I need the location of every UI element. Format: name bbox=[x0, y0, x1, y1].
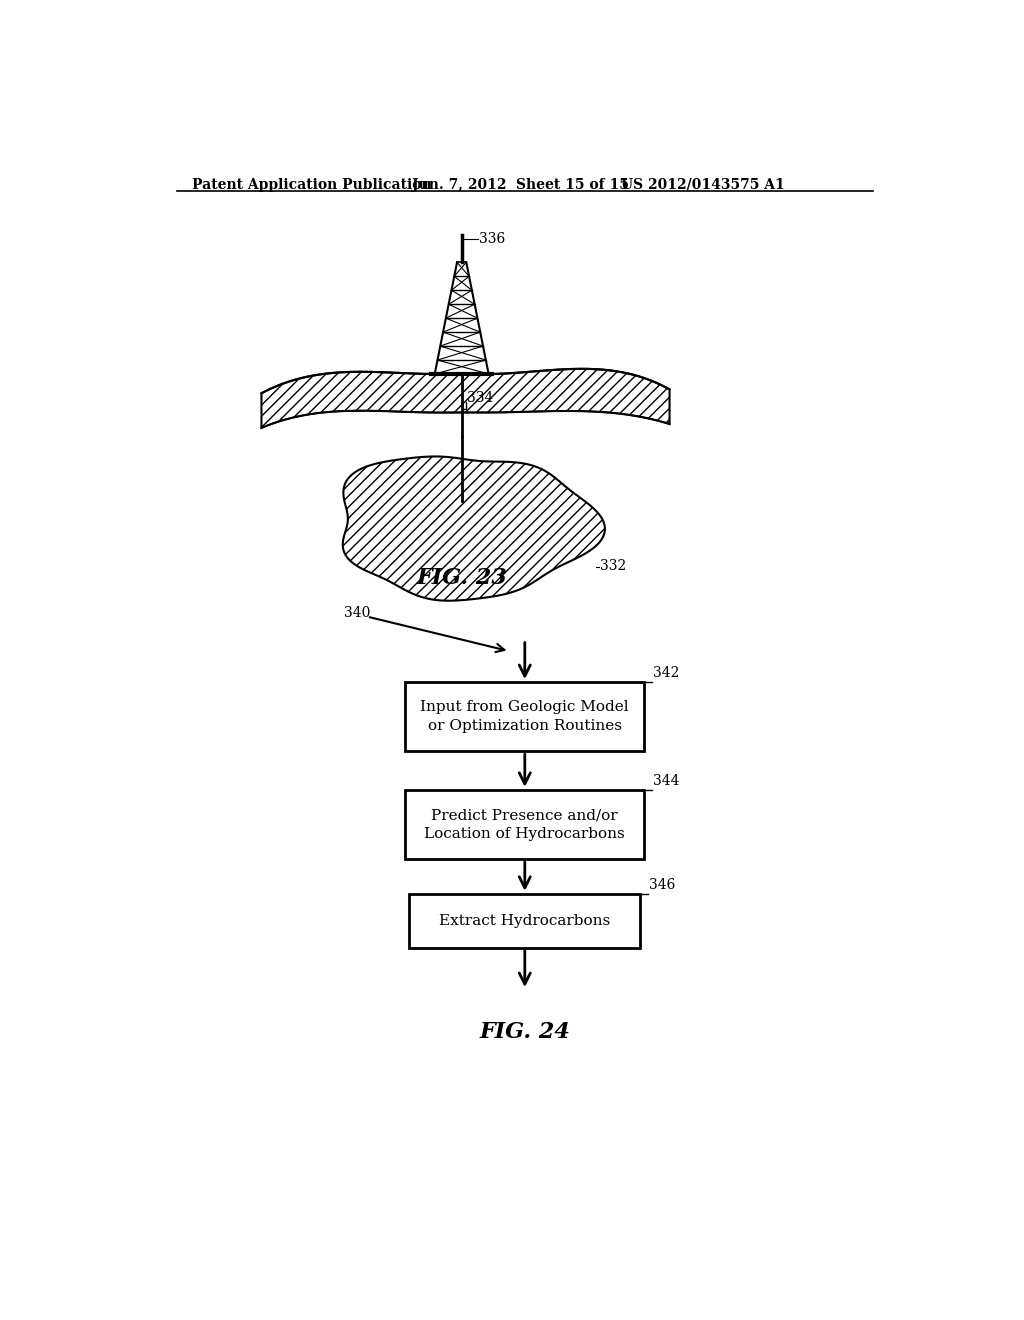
Text: Predict Presence and/or
Location of Hydrocarbons: Predict Presence and/or Location of Hydr… bbox=[424, 808, 626, 841]
FancyBboxPatch shape bbox=[406, 682, 644, 751]
Text: Sheet 15 of 15: Sheet 15 of 15 bbox=[515, 178, 629, 191]
Text: Jun. 7, 2012: Jun. 7, 2012 bbox=[412, 178, 506, 191]
Text: US 2012/0143575 A1: US 2012/0143575 A1 bbox=[621, 178, 784, 191]
Polygon shape bbox=[261, 368, 670, 428]
Text: Extract Hydrocarbons: Extract Hydrocarbons bbox=[439, 913, 610, 928]
Text: FIG. 24: FIG. 24 bbox=[479, 1022, 570, 1043]
FancyBboxPatch shape bbox=[406, 789, 644, 859]
Text: 332: 332 bbox=[600, 560, 627, 573]
Text: 334: 334 bbox=[467, 391, 494, 405]
Text: 340: 340 bbox=[344, 606, 371, 619]
Text: FIG. 23: FIG. 23 bbox=[416, 568, 507, 589]
Text: 346: 346 bbox=[649, 878, 675, 892]
Text: 342: 342 bbox=[652, 667, 679, 681]
Text: 336: 336 bbox=[479, 232, 506, 247]
Text: 344: 344 bbox=[652, 775, 679, 788]
FancyBboxPatch shape bbox=[410, 894, 640, 948]
Text: Input from Geologic Model
or Optimization Routines: Input from Geologic Model or Optimizatio… bbox=[421, 701, 629, 733]
Text: Patent Application Publication: Patent Application Publication bbox=[193, 178, 432, 191]
Polygon shape bbox=[343, 457, 605, 601]
